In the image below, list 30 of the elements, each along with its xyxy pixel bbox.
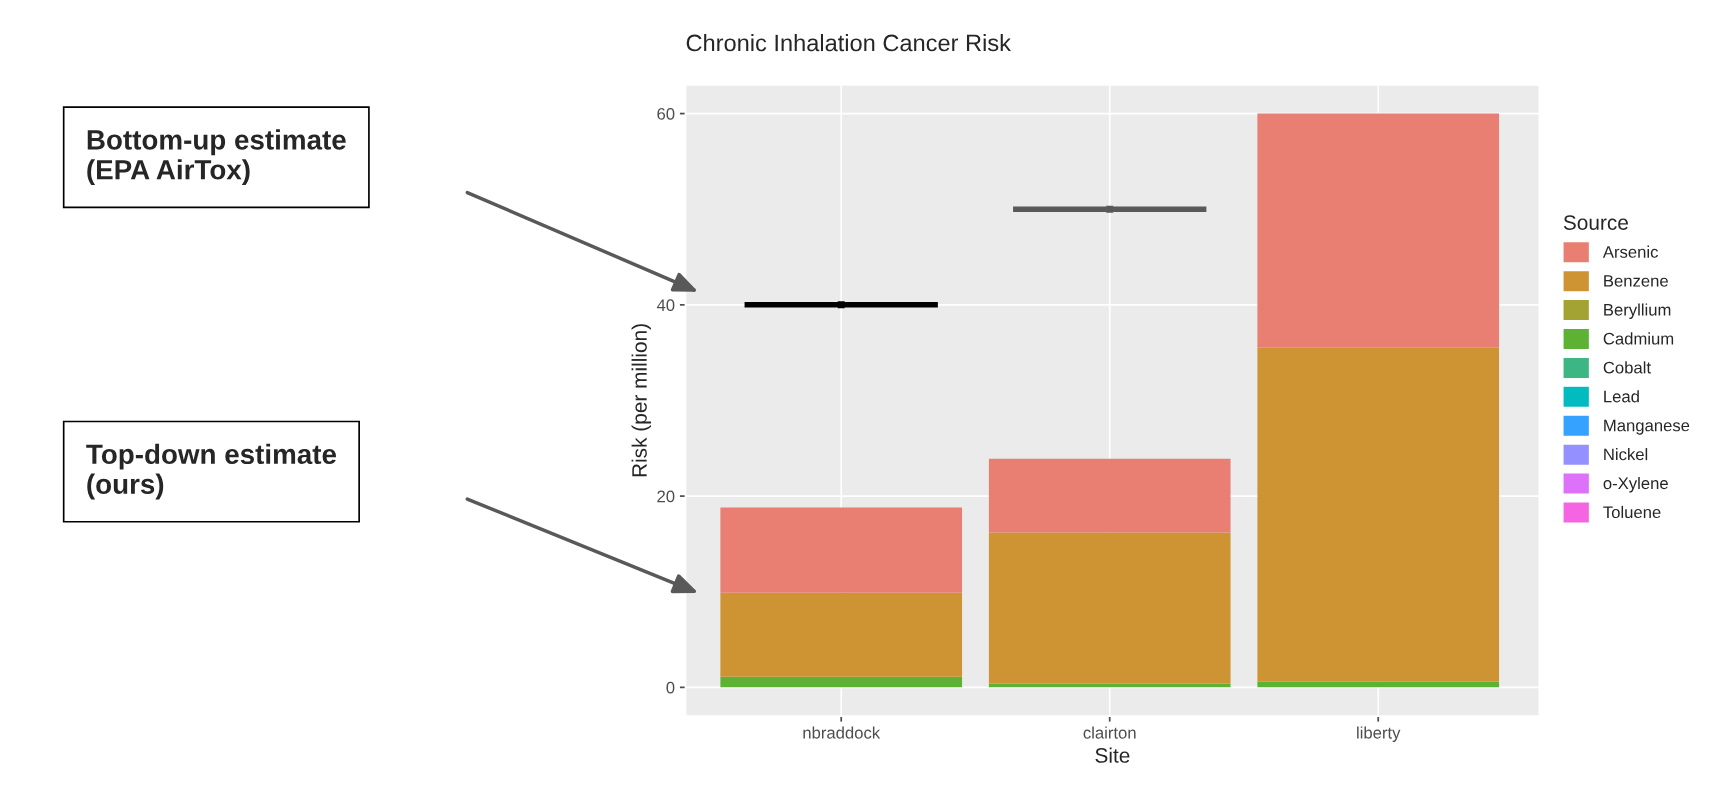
- x-tick-label: liberty: [1357, 726, 1401, 742]
- y-tick-label: 0: [666, 681, 675, 694]
- text: Top-down estimate (ours): [86, 443, 336, 500]
- y-tick-label: 20: [657, 490, 675, 503]
- legend-label: Lead: [1604, 390, 1639, 403]
- chart-title: Chronic Inhalation Cancer Risk: [686, 33, 1011, 52]
- x-axis-title: Site: [1095, 747, 1130, 763]
- legend-title: Source: [1563, 215, 1628, 230]
- legend-label: Arsenic: [1602, 245, 1658, 258]
- legend-label: Toluene: [1603, 505, 1661, 519]
- x-tick-label: nbraddock: [803, 726, 881, 739]
- legend-label: Manganese: [1604, 419, 1690, 435]
- y-tick-label: 40: [656, 299, 675, 312]
- legend-label: Cadmium: [1603, 332, 1674, 345]
- bar: [1257, 347, 1500, 682]
- legend-label: Cobalt: [1603, 361, 1651, 374]
- bar: [1257, 113, 1500, 348]
- text: Bottom-up estimate (EPA AirTox): [87, 129, 346, 186]
- y-tick-label: 60: [657, 107, 675, 120]
- bar: [988, 458, 1231, 533]
- bar: [988, 532, 1231, 684]
- legend-label: Benzene: [1604, 275, 1668, 287]
- legend-label: Nickel: [1604, 448, 1648, 461]
- bar: [720, 676, 963, 688]
- bar: [720, 592, 963, 677]
- legend-label: o-Xylene: [1603, 476, 1668, 493]
- y-axis-title: Risk (per million): [631, 324, 651, 477]
- bar: [720, 507, 963, 593]
- legend-label: Beryllium: [1604, 303, 1671, 319]
- x-tick-label: clairton: [1083, 726, 1136, 739]
